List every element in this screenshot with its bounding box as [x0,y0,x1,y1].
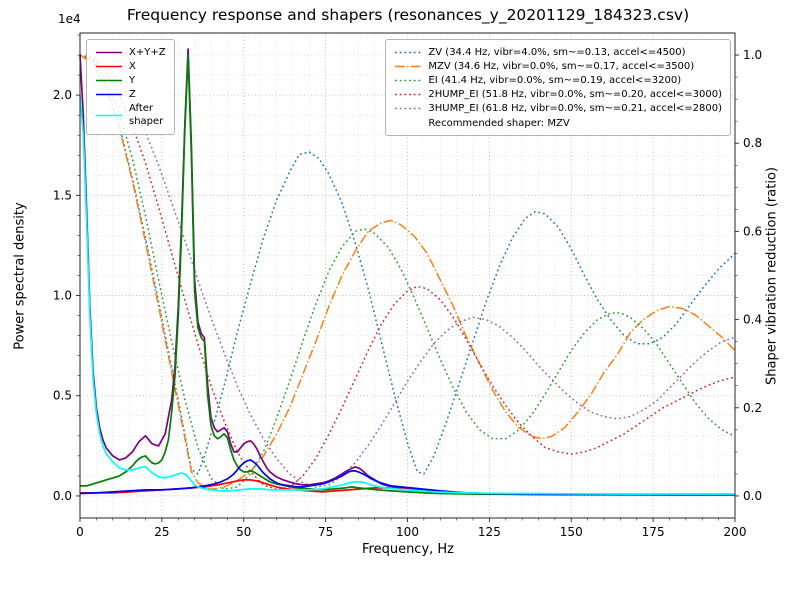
y-right-tick-label: 1.0 [743,48,762,62]
legend-label: Z [129,89,136,100]
legend-label: ZV (34.4 Hz, vibr=4.0%, sm~=0.13, accel<… [428,47,686,58]
shaper-legend: ZV (34.4 Hz, vibr=4.0%, sm~=0.13, accel<… [385,39,731,136]
y-axis-label-right: Shaper vibration reduction (ratio) [764,167,780,385]
2hump-ei-line-sample-icon [395,93,422,96]
legend-label: 2HUMP_EI (51.8 Hz, vibr=0.0%, sm~=0.20, … [428,89,722,100]
y-right-tick-label: 0.2 [743,401,762,415]
legend-item-2hump-ei: 2HUMP_EI (51.8 Hz, vibr=0.0%, sm~=0.20, … [394,88,722,101]
x-tick-label: 150 [560,525,583,539]
legend-item-zv: ZV (34.4 Hz, vibr=4.0%, sm~=0.13, accel<… [394,46,722,59]
series-psd-z [79,459,735,496]
3hump-ei-line-sample-icon [395,107,422,110]
tick-labels: 0 25 50 75 100 125 150 175 200 0.0 0.5 1.0 1.5 2.0 0.0… [53,48,762,539]
y-right-tick-label: 0.6 [743,224,762,238]
x-axis-label: Frequency, Hz [361,542,455,557]
legend-label: X [129,61,136,72]
legend-note-recommended-shaper: Recommended shaper: MZV [428,118,570,129]
legend-label: Y [129,75,136,86]
legend-item-z: Z [95,88,166,101]
z-line-sample-icon [96,93,122,96]
legend-item-y: Y [95,74,166,87]
y-line-sample-icon [96,79,122,82]
x-tick-label: 100 [396,525,419,539]
legend-label: MZV (34.6 Hz, vibr=0.0%, sm~=0.17, accel… [428,61,695,72]
y-left-tick-label: 1.0 [53,289,72,303]
y-right-tick-label: 0.8 [743,136,762,150]
legend-label: After shaper [129,103,164,127]
x-tick-label: 75 [318,525,333,539]
x-tick-label: 50 [236,525,251,539]
x-tick-label: 175 [642,525,665,539]
y-left-tick-label: 0.0 [53,489,72,503]
y-left-tick-label: 0.5 [53,389,72,403]
chart-title: Frequency response and shapers (resonanc… [126,6,690,24]
xyz-line-sample-icon [96,51,122,54]
zv-line-sample-icon [395,51,422,54]
series-lines [79,48,736,496]
psd-legend: X+Y+Z X Y Z After shaper [86,39,175,135]
legend-item-x: X [95,60,166,73]
x-tick-label: 0 [76,525,84,539]
after-shaper-line-sample-icon [96,114,122,116]
series-mzv [79,54,736,491]
tick-marks [76,34,739,522]
y-right-tick-label: 0.4 [743,313,762,327]
x-tick-label: 200 [724,525,747,539]
legend-item-3hump-ei: 3HUMP_EI (61.8 Hz, vibr=0.0%, sm~=0.21, … [394,102,722,115]
series-zv [79,54,736,475]
mzv-line-sample-icon [395,65,422,68]
y-left-tick-label: 2.0 [53,88,72,102]
x-line-sample-icon [96,65,122,68]
legend-label: X+Y+Z [129,47,166,58]
series-ei [79,54,736,491]
legend-label: EI (41.4 Hz, vibr=0.0%, sm~=0.19, accel<… [428,75,682,86]
y-right-tick-label: 0.0 [743,489,762,503]
legend-item-after-shaper: After shaper [95,102,166,128]
series-psd-y [80,54,735,496]
x-tick-label: 25 [154,525,169,539]
y-left-tick-label: 1.5 [53,188,72,202]
legend-item-xyz: X+Y+Z [95,46,166,59]
series-psd-after-shaper [79,95,735,495]
ei-line-sample-icon [395,79,422,82]
x-tick-label: 125 [478,525,501,539]
legend-item-mzv: MZV (34.6 Hz, vibr=0.0%, sm~=0.17, accel… [394,60,722,73]
series-3hump-ei [79,54,736,488]
legend-label: 3HUMP_EI (61.8 Hz, vibr=0.0%, sm~=0.21, … [428,103,722,114]
legend-item-ei: EI (41.4 Hz, vibr=0.0%, sm~=0.19, accel<… [394,74,722,87]
y-axis-label-left: Power spectral density [12,202,28,350]
y-axis-offset-text: 1e4 [58,12,81,26]
series-2hump-ei [79,54,736,491]
